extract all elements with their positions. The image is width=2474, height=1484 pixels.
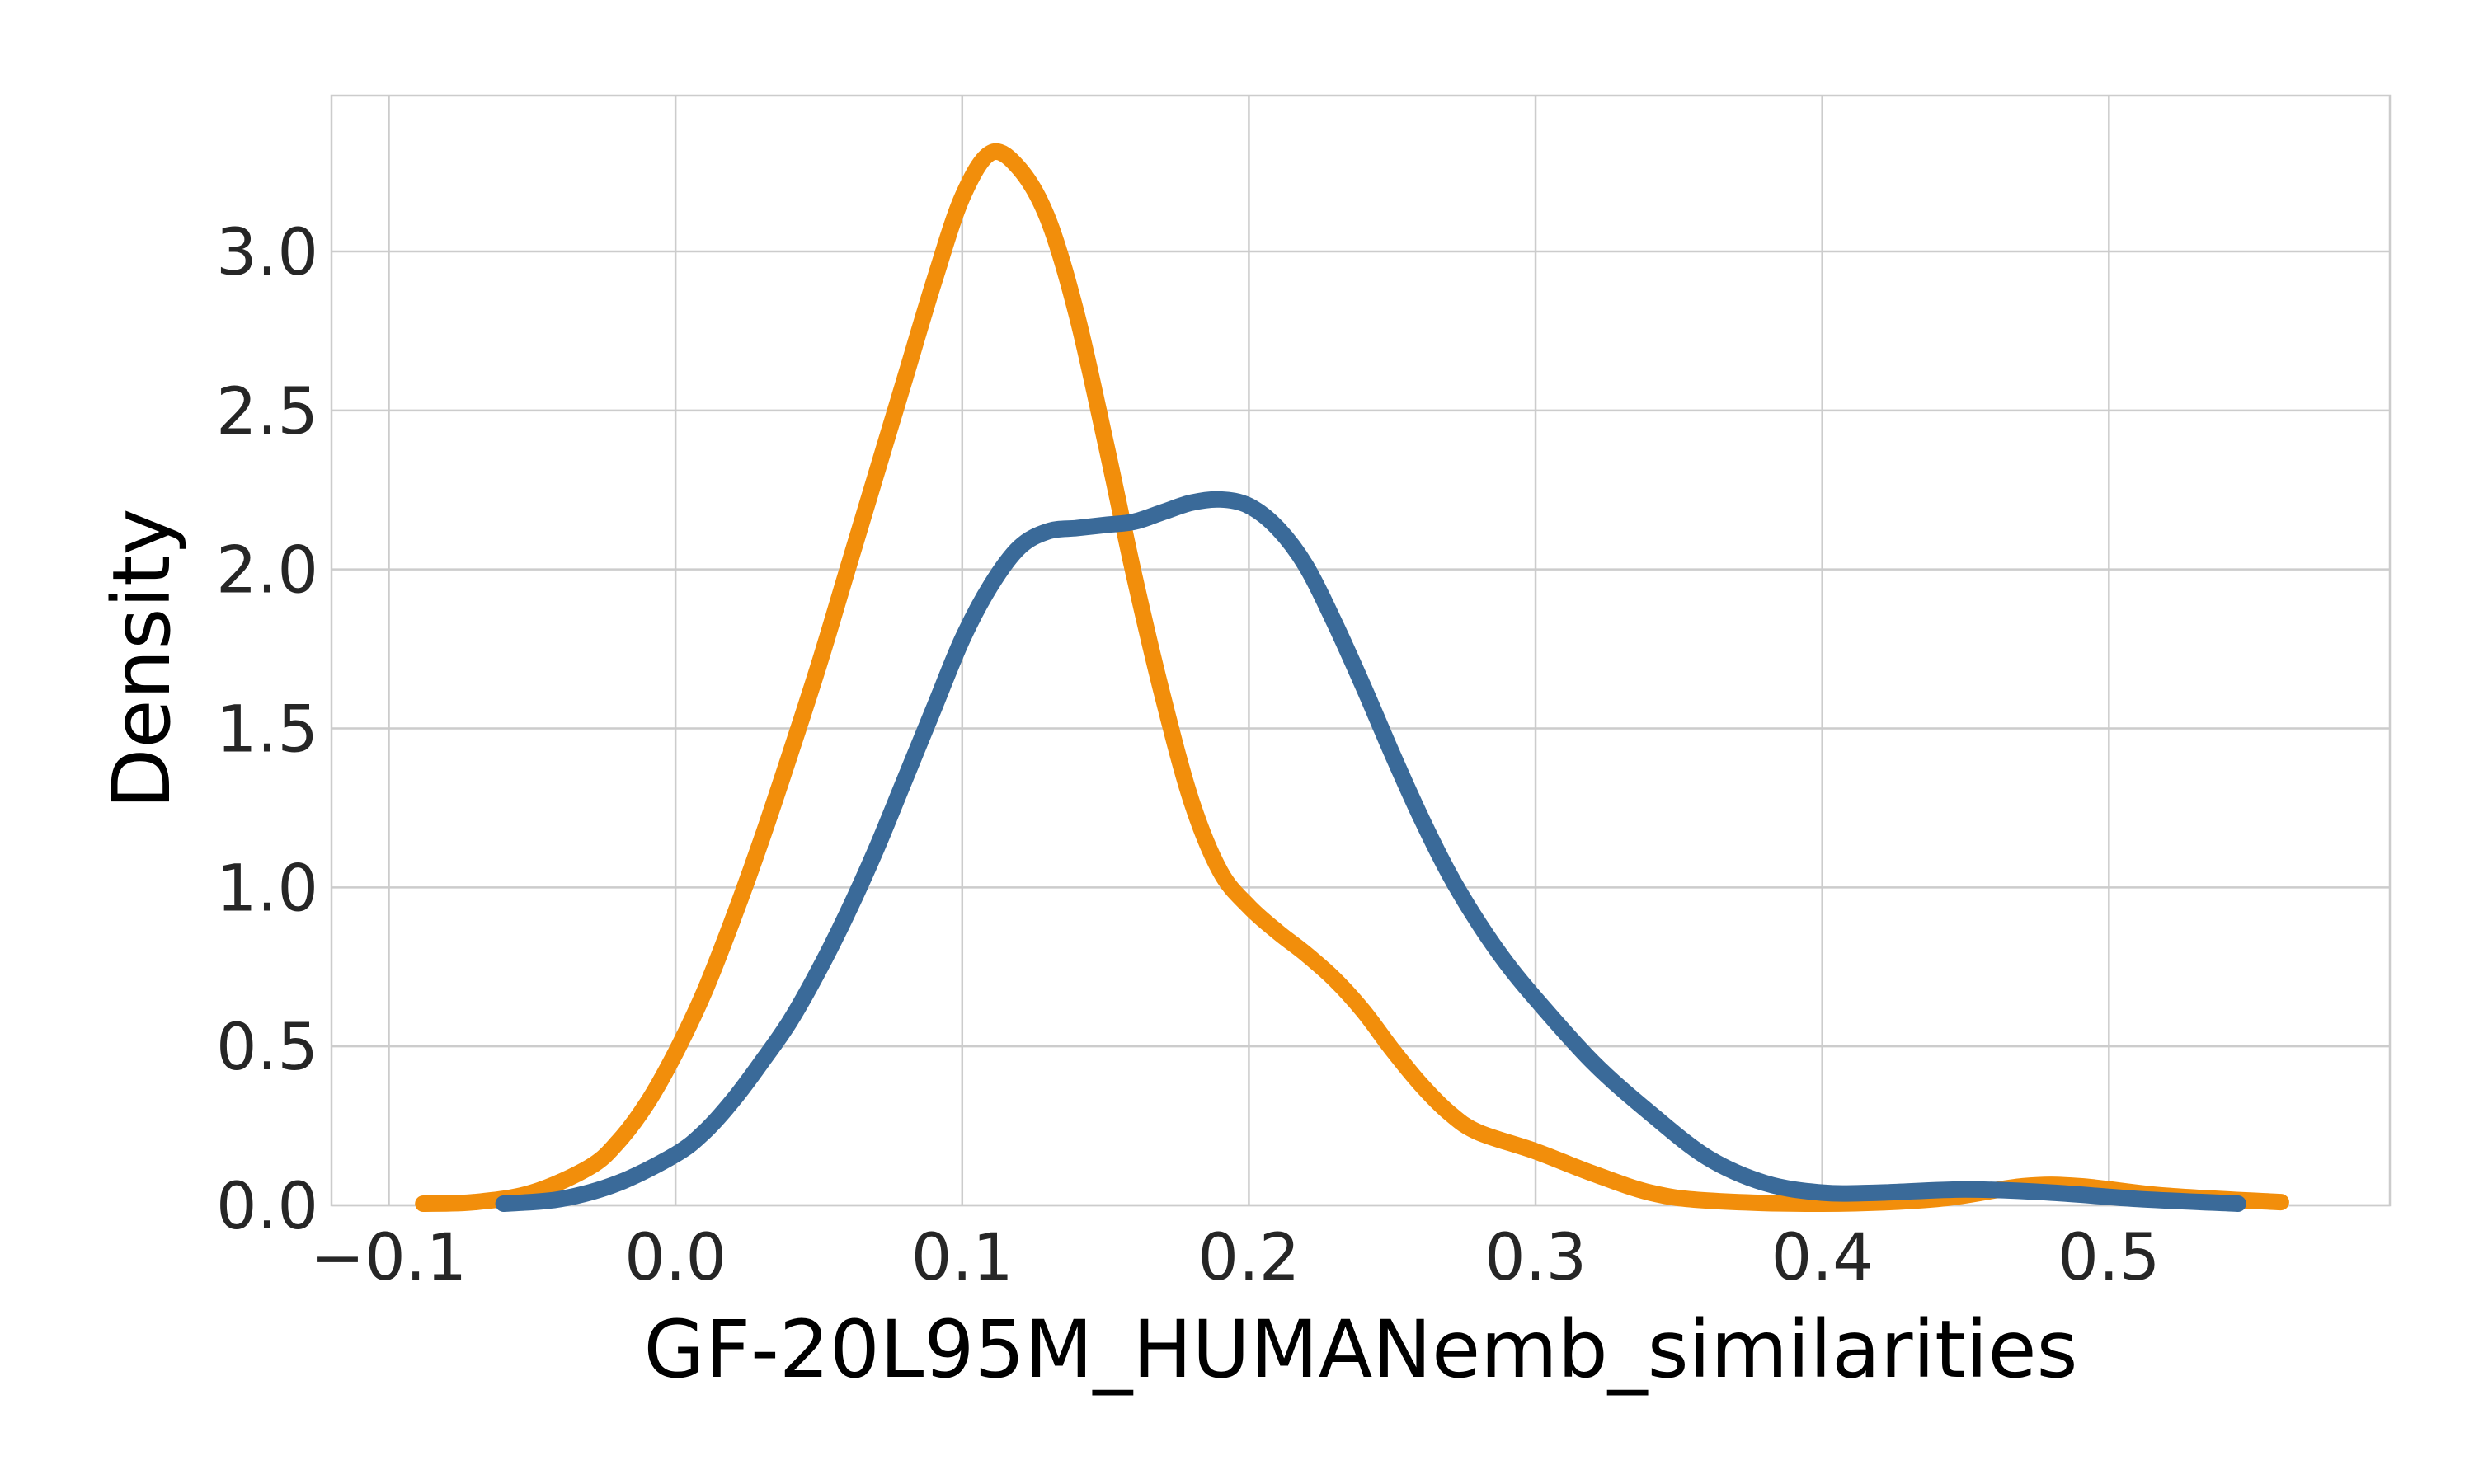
plot-frame	[330, 94, 2392, 1207]
density-curve-2	[495, 491, 2246, 1212]
x-tick-label: −0.1	[311, 1221, 467, 1295]
y-tick-label: 1.0	[216, 852, 318, 926]
x-tick-label: 0.1	[911, 1221, 1014, 1295]
x-tick-labels: −0.1 0.0 0.1 0.2 0.3 0.4 0.5	[311, 1221, 2161, 1295]
grid-lines	[332, 96, 2390, 1207]
y-axis-label: Density	[96, 509, 188, 810]
x-tick-label: 0.4	[1771, 1221, 1874, 1295]
x-tick-label: 0.2	[1197, 1221, 1300, 1295]
x-axis-label: GF-20L95M_HUMANemb_similarities	[643, 1303, 2077, 1396]
y-tick-label: 0.0	[216, 1170, 318, 1244]
y-tick-label: 0.5	[216, 1011, 318, 1085]
x-tick-label: 0.0	[624, 1221, 727, 1295]
series-layer	[415, 143, 2289, 1213]
x-tick-label: 0.3	[1484, 1221, 1587, 1295]
y-tick-label: 2.5	[216, 375, 318, 449]
y-tick-label: 3.0	[216, 216, 318, 290]
x-tick-label: 0.5	[2058, 1221, 2160, 1295]
y-tick-labels: 0.0 0.5 1.0 1.5 2.0 2.5 3.0	[216, 216, 318, 1244]
y-tick-label: 1.5	[216, 693, 318, 767]
y-tick-label: 2.0	[216, 534, 318, 608]
